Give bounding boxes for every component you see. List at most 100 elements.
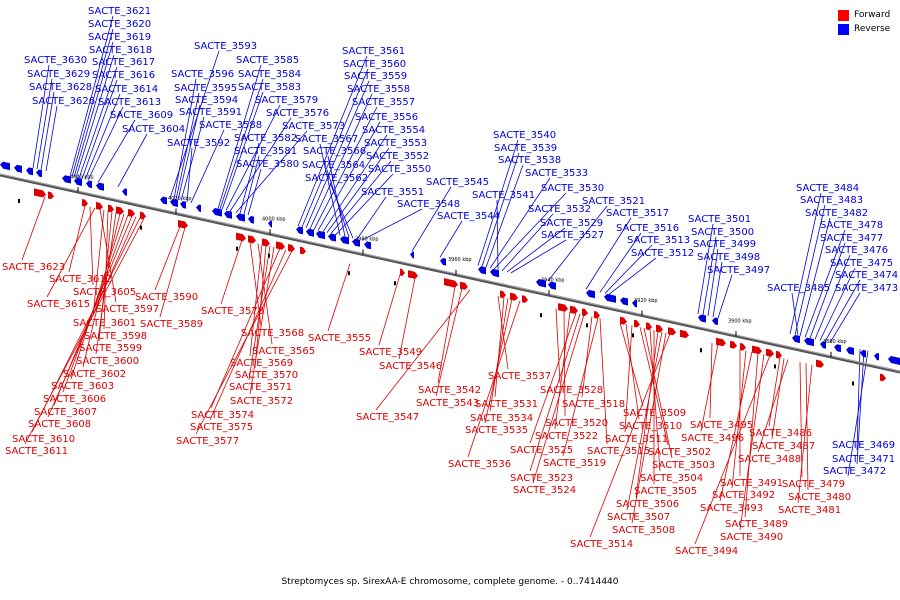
forward-gene-label: SACTE_3535: [465, 425, 528, 436]
reverse-leader-line: [319, 143, 341, 236]
reverse-leader-line: [604, 244, 653, 294]
reverse-gene-arrow: [352, 238, 360, 247]
forward-leader-line: [195, 250, 293, 435]
axis-tick-label: 3960 kbp: [448, 257, 472, 263]
forward-gene-label: SACTE_3479: [782, 479, 845, 490]
reverse-gene-label: SACTE_3554: [362, 125, 425, 136]
forward-gene-arrow: [680, 329, 689, 339]
reverse-leader-line: [847, 350, 869, 477]
forward-gene-label: SACTE_3495: [690, 420, 753, 431]
reverse-gene-arrow: [490, 268, 499, 278]
forward-gene-label: SACTE_3534: [470, 413, 533, 424]
forward-leader-line: [249, 244, 263, 357]
reverse-swatch: [838, 23, 849, 35]
forward-gene-label: SACTE_3603: [51, 381, 114, 392]
forward-gene-arrow: [82, 198, 88, 207]
reverse-gene-label: SACTE_3579: [255, 95, 318, 106]
reverse-gene-label: SACTE_3593: [194, 41, 257, 52]
reverse-gene-arrow: [820, 341, 826, 349]
reverse-leader-line: [84, 93, 121, 180]
reverse-gene-arrow: [316, 230, 325, 240]
forward-gene-label: SACTE_3503: [652, 460, 715, 471]
reverse-gene-arrow: [846, 346, 854, 355]
reverse-gene-label: SACTE_3541: [472, 190, 535, 201]
reverse-gene-arrow: [0, 161, 10, 171]
reverse-leader-line: [327, 155, 346, 237]
forward-gene-arrow: [594, 311, 600, 319]
reverse-gene-arrow: [874, 352, 879, 361]
forward-gene-label: SACTE_3600: [76, 356, 139, 367]
reverse-leader-line: [702, 236, 717, 315]
reverse-gene-arrow: [698, 314, 706, 323]
reverse-gene-label: SACTE_3529: [540, 218, 603, 229]
forward-leader-line: [327, 263, 351, 332]
forward-gene-label: SACTE_3569: [230, 358, 293, 369]
reverse-gene-arrow: [196, 204, 201, 212]
forward-leader-line: [626, 331, 663, 511]
reverse-leader-line: [585, 217, 632, 290]
reverse-gene-label: SACTE_3558: [347, 84, 410, 95]
reverse-gene-label: SACTE_3561: [342, 46, 405, 57]
gene-marker: [586, 323, 588, 328]
reverse-gene-label: SACTE_3619: [88, 32, 151, 43]
reverse-leader-line: [791, 292, 799, 336]
reverse-leader-line: [217, 64, 262, 209]
forward-gene-label: SACTE_3524: [513, 485, 576, 496]
reverse-leader-line: [313, 106, 378, 230]
forward-leader-line: [744, 352, 759, 518]
forward-gene-label: SACTE_3608: [28, 419, 91, 430]
forward-gene-arrow: [262, 238, 270, 247]
forward-gene-label: SACTE_3504: [640, 473, 703, 484]
forward-leader-line: [631, 332, 667, 524]
forward-gene-label: SACTE_3623: [2, 262, 65, 273]
forward-gene-label: SACTE_3510: [619, 421, 682, 432]
forward-gene-label: SACTE_3546: [379, 361, 442, 372]
reverse-leader-line: [243, 155, 260, 215]
reverse-gene-arrow: [180, 201, 186, 209]
reverse-gene-arrow: [340, 236, 349, 245]
forward-leader-line: [497, 295, 509, 370]
reverse-gene-arrow: [122, 188, 127, 196]
forward-leader-line: [489, 298, 509, 412]
forward-gene-arrow: [460, 281, 468, 290]
reverse-leader-line: [87, 106, 124, 181]
forward-gene-label: SACTE_3606: [43, 394, 106, 405]
forward-leader-line: [771, 358, 785, 440]
reverse-leader-line: [485, 164, 524, 268]
forward-gene-arrow: [766, 348, 774, 357]
reverse-gene-arrow: [268, 220, 272, 228]
forward-gene-label: SACTE_3480: [788, 492, 851, 503]
forward-gene-label: SACTE_3611: [5, 446, 68, 457]
reverse-leader-line: [489, 177, 551, 269]
reverse-leader-line: [219, 78, 264, 210]
forward-leader-line: [21, 196, 46, 261]
reverse-gene-label: SACTE_3513: [627, 235, 690, 246]
reverse-gene-label: SACTE_3533: [525, 168, 588, 179]
reverse-gene-label: SACTE_3497: [707, 265, 770, 276]
forward-gene-arrow: [656, 324, 663, 333]
axis-tick-label: 3900 kbp: [728, 318, 752, 324]
forward-gene-label: SACTE_3488: [738, 454, 801, 465]
reverse-gene-label: SACTE_3618: [89, 45, 152, 56]
forward-leader-line: [555, 308, 561, 384]
forward-leader-line: [625, 323, 640, 420]
reverse-gene-arrow: [62, 175, 71, 184]
reverse-gene-label: SACTE_3592: [167, 138, 230, 149]
reverse-gene-arrow: [604, 293, 616, 303]
reverse-gene-arrow: [712, 317, 718, 326]
forward-gene-arrow: [248, 235, 256, 244]
reverse-leader-line: [608, 257, 657, 295]
reverse-gene-label: SACTE_3564: [302, 160, 365, 171]
reverse-gene-arrow: [792, 335, 800, 344]
reverse-gene-label: SACTE_3472: [823, 466, 886, 477]
reverse-leader-line: [496, 199, 499, 271]
chromosome-axis-highlight: [0, 173, 900, 372]
forward-leader-line: [805, 363, 809, 491]
forward-gene-label: SACTE_3490: [720, 532, 783, 543]
forward-gene-arrow: [276, 241, 285, 250]
reverse-leader-line: [75, 54, 115, 178]
forward-gene-arrow: [620, 316, 627, 325]
reverse-gene-label: SACTE_3582: [234, 133, 297, 144]
reverse-leader-line: [330, 160, 392, 234]
reverse-leader-line: [301, 68, 369, 228]
